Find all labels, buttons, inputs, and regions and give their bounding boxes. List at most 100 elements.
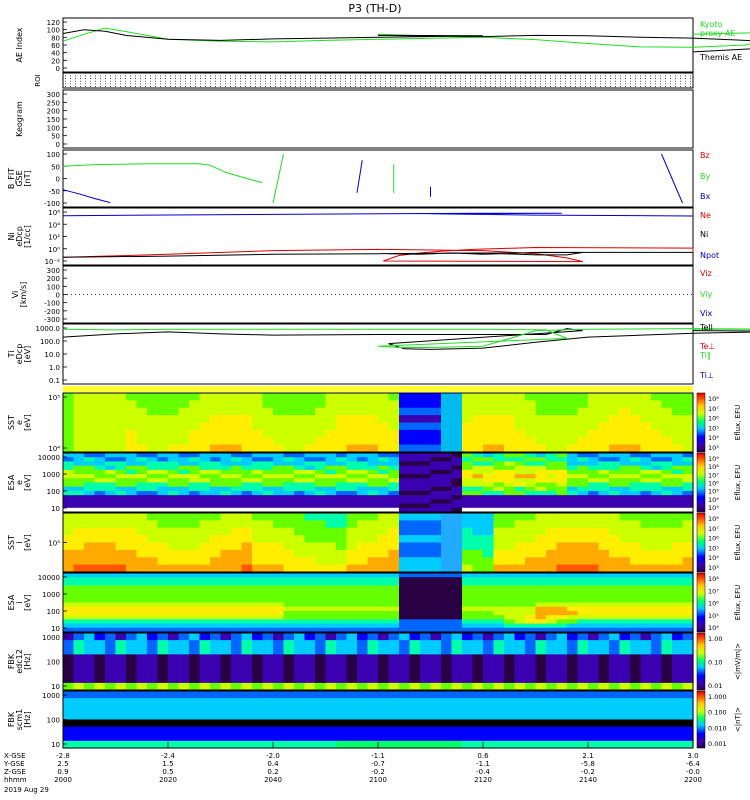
- sst_e-cell: [378, 422, 390, 431]
- fbk_b-cell: [388, 705, 400, 713]
- sst_i-cell: [346, 564, 358, 573]
- fbk_e-cell: [210, 633, 222, 641]
- sst_i-cell: [325, 557, 337, 566]
- esa_e-cell: [84, 490, 96, 496]
- esa_i-cell: [189, 581, 201, 587]
- esa_e-cell: [409, 461, 421, 467]
- esa_i-cell: [472, 589, 484, 595]
- fbk_e-cell: [441, 668, 453, 677]
- sst_i-cell: [577, 513, 589, 521]
- fbk_e-cell: [346, 668, 358, 677]
- sst_i-cell: [472, 549, 484, 558]
- esa_e-cell: [588, 457, 600, 463]
- density-ytick: 10⁻²: [45, 258, 61, 266]
- fbk_e-cell: [588, 640, 600, 648]
- esa_e-cell: [178, 469, 190, 475]
- esa_e-cell: [147, 503, 159, 509]
- esa_i-cell: [546, 606, 558, 612]
- esa_i-cell: [63, 573, 75, 578]
- esa_i-cell: [588, 589, 600, 595]
- esa_i-cell: [672, 602, 684, 608]
- sst_e-cell: [672, 422, 684, 431]
- sst_i-cell: [262, 564, 274, 573]
- sst_i-cell: [199, 557, 211, 566]
- esa_i-cell: [651, 589, 663, 595]
- sst_e-cell: [441, 422, 453, 431]
- sst_e-cell: [94, 400, 106, 409]
- sst_e-cell: [640, 429, 652, 438]
- esa_i-cell: [147, 606, 159, 612]
- fbk_e-cell: [451, 675, 463, 684]
- esa_e-cell: [682, 482, 694, 488]
- sst_e-cell: [73, 444, 85, 453]
- esa_e-cell: [672, 499, 684, 505]
- esa_i-cell: [84, 589, 96, 595]
- fbk_b-cell: [252, 719, 264, 728]
- sst_e-cell: [325, 393, 337, 401]
- fbk_b-cell: [262, 719, 274, 728]
- fbk_b-cell: [546, 733, 558, 742]
- esa_e-cell: [430, 482, 442, 488]
- fbk_e-cell: [189, 682, 201, 691]
- esa_i-cell: [220, 619, 232, 625]
- fbk_b-cell: [420, 705, 432, 713]
- sst_e-cell: [661, 400, 673, 409]
- esa_i-cell: [409, 615, 421, 620]
- fbk_b-cell: [567, 733, 579, 742]
- fbk_b-cell: [504, 740, 516, 749]
- esa_i-cell: [493, 573, 505, 578]
- esa_i-cell: [147, 623, 159, 629]
- esa_i-cell: [514, 623, 526, 629]
- fbk_b-cell: [441, 726, 453, 735]
- esa_i-cell: [420, 581, 432, 587]
- esa_e-cell: [126, 482, 138, 488]
- esa_e-cell: [420, 457, 432, 463]
- esa_i-cell: [367, 602, 379, 608]
- keogram-ytick: 50: [51, 133, 60, 141]
- sst_e-cell: [640, 444, 652, 453]
- esa_e-cell: [336, 453, 348, 458]
- sst_e-cell: [567, 444, 579, 453]
- esa_e-cell: [199, 482, 211, 488]
- esa_i-cell: [472, 594, 484, 599]
- sst_i-cell: [640, 527, 652, 536]
- esa_i-cell: [346, 619, 358, 625]
- fbk_b-cell: [252, 712, 264, 721]
- esa_e-cell: [451, 474, 463, 479]
- esa_e-cell: [409, 499, 421, 505]
- fbk_e-cell: [189, 654, 201, 663]
- sst_e-cell: [294, 429, 306, 438]
- sst_e-cell: [378, 393, 390, 401]
- fbk_e-cell: [262, 647, 274, 655]
- esa_e-cell: [189, 507, 201, 513]
- fbk_e-cell: [178, 633, 190, 641]
- sst_e-cell: [441, 444, 453, 453]
- esa_i-cell: [556, 573, 568, 578]
- fbk_b-cell: [105, 691, 117, 699]
- fbk_b-cell: [493, 719, 505, 728]
- fbk_e-cell: [336, 640, 348, 648]
- esa_i-cell: [210, 577, 222, 583]
- fbk_b-cell: [661, 719, 673, 728]
- bfit-ylabel: B_FIT: [7, 168, 16, 189]
- sst_e-cell: [262, 422, 274, 431]
- esa_e-cell: [577, 482, 589, 488]
- esa_e-cbar-tick: 10⁷: [708, 471, 719, 479]
- esa_e-cell: [630, 461, 642, 467]
- fbk_e-cell: [525, 654, 537, 663]
- fbk_b-cell: [619, 719, 631, 728]
- esa_i-cell: [157, 610, 169, 616]
- esa_i-cell: [178, 610, 190, 616]
- esa_e-cell: [682, 457, 694, 463]
- esa_e-cell: [210, 507, 222, 513]
- fbk_e-cell: [609, 675, 621, 684]
- esa_i-cell: [220, 615, 232, 620]
- fbk_b-cell: [346, 719, 358, 728]
- esa_i-cell: [105, 610, 117, 616]
- sst_e-cell: [273, 407, 285, 416]
- esa_e-cell: [514, 469, 526, 475]
- esa_e-cell: [294, 469, 306, 475]
- esa_i-cell: [504, 581, 516, 587]
- fbk_e-cell: [273, 647, 285, 655]
- esa_i-cell: [241, 619, 253, 625]
